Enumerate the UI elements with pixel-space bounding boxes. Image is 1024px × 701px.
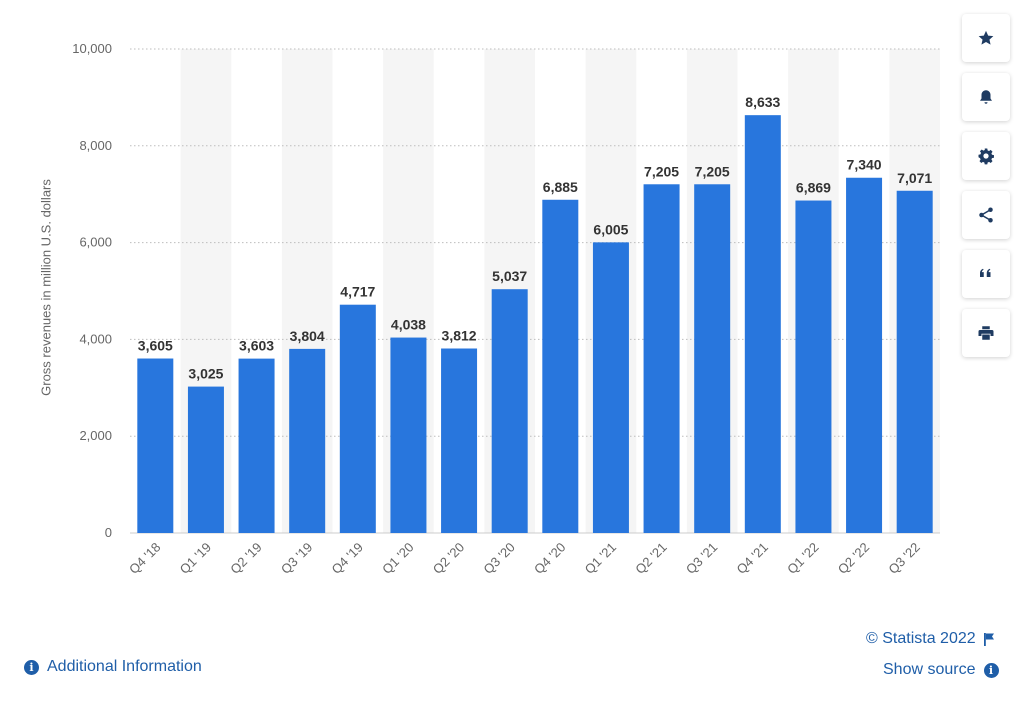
additional-information-link[interactable]: i Additional Information <box>24 658 202 676</box>
y-tick-label: 2,000 <box>79 428 112 443</box>
data-label: 6,869 <box>796 180 831 196</box>
bar <box>694 184 731 533</box>
x-tick-label: Q2 '19 <box>227 540 264 577</box>
cite-button[interactable] <box>962 250 1010 298</box>
x-tick-label: Q2 '20 <box>430 540 467 577</box>
bar <box>491 289 528 533</box>
bar <box>643 184 680 533</box>
show-source-link[interactable]: Show source i <box>883 661 999 679</box>
data-label: 7,071 <box>897 170 932 186</box>
print-button[interactable] <box>962 309 1010 357</box>
data-label: 4,038 <box>391 317 426 333</box>
x-tick-label: Q3 '20 <box>480 540 517 577</box>
x-tick-label: Q2 '22 <box>835 540 872 577</box>
y-tick-label: 8,000 <box>79 138 112 153</box>
print-icon <box>978 326 994 340</box>
bar <box>896 190 933 533</box>
y-tick-label: 4,000 <box>79 331 112 346</box>
y-tick-label: 0 <box>105 525 112 540</box>
side-toolbar <box>962 14 1012 368</box>
quote-icon <box>980 268 991 277</box>
y-tick-label: 6,000 <box>79 235 112 250</box>
bar <box>441 348 478 533</box>
favorite-button[interactable] <box>962 14 1010 62</box>
copyright-label: © Statista 2022 <box>866 630 976 647</box>
data-label: 3,605 <box>138 338 173 354</box>
x-tick-label: Q4 '19 <box>329 540 366 577</box>
data-label: 6,005 <box>593 221 628 237</box>
data-label: 6,885 <box>543 179 578 195</box>
data-label: 3,603 <box>239 338 274 354</box>
info-icon: i <box>983 662 999 678</box>
bar <box>744 115 781 533</box>
bar <box>238 358 275 533</box>
data-label: 8,633 <box>745 94 780 110</box>
data-label: 7,205 <box>695 163 730 179</box>
bar <box>187 386 224 533</box>
x-tick-label: Q4 '21 <box>734 540 771 577</box>
y-tick-label: 10,000 <box>72 41 112 56</box>
bar <box>592 242 629 533</box>
x-tick-label: Q4 '20 <box>531 540 568 577</box>
additional-information-label: Additional Information <box>47 658 202 675</box>
x-tick-label: Q2 '21 <box>632 540 669 577</box>
star-icon <box>978 30 994 45</box>
data-label: 7,205 <box>644 163 679 179</box>
bar <box>542 199 579 534</box>
x-tick-label: Q1 '22 <box>784 540 821 577</box>
settings-button[interactable] <box>962 132 1010 180</box>
x-tick-label: Q1 '20 <box>379 540 416 577</box>
gear-icon <box>978 148 994 165</box>
data-label: 3,025 <box>188 366 223 382</box>
bar <box>390 337 427 533</box>
share-button[interactable] <box>962 191 1010 239</box>
data-label: 5,037 <box>492 268 527 284</box>
bar <box>795 200 832 533</box>
bar <box>289 348 326 533</box>
flag-icon <box>983 632 994 646</box>
bar <box>137 358 174 533</box>
data-label: 3,812 <box>442 327 477 343</box>
x-tick-label: Q1 '19 <box>177 540 214 577</box>
bar <box>339 304 376 533</box>
bar-chart: 0 2,000 4,000 6,000 8,000 10,000 3,605 Q4 '18 3,… <box>72 41 940 577</box>
x-tick-label: Q3 '22 <box>885 540 922 577</box>
notification-button[interactable] <box>962 73 1010 121</box>
data-label: 4,717 <box>340 284 375 300</box>
share-icon <box>979 207 993 223</box>
y-axis-label: Gross revenues in million U.S. dollars <box>38 179 54 396</box>
show-source-label: Show source <box>883 661 976 678</box>
data-label: 3,804 <box>290 328 325 344</box>
data-label: 7,340 <box>847 157 882 173</box>
bell-icon <box>980 90 992 104</box>
x-tick-label: Q3 '21 <box>683 540 720 577</box>
x-tick-label: Q3 '19 <box>278 540 315 577</box>
bar <box>846 177 883 533</box>
copyright-link[interactable]: © Statista 2022 <box>866 630 995 648</box>
info-icon: i <box>24 659 39 675</box>
x-tick-label: Q4 '18 <box>126 540 163 577</box>
x-tick-label: Q1 '21 <box>582 540 619 577</box>
